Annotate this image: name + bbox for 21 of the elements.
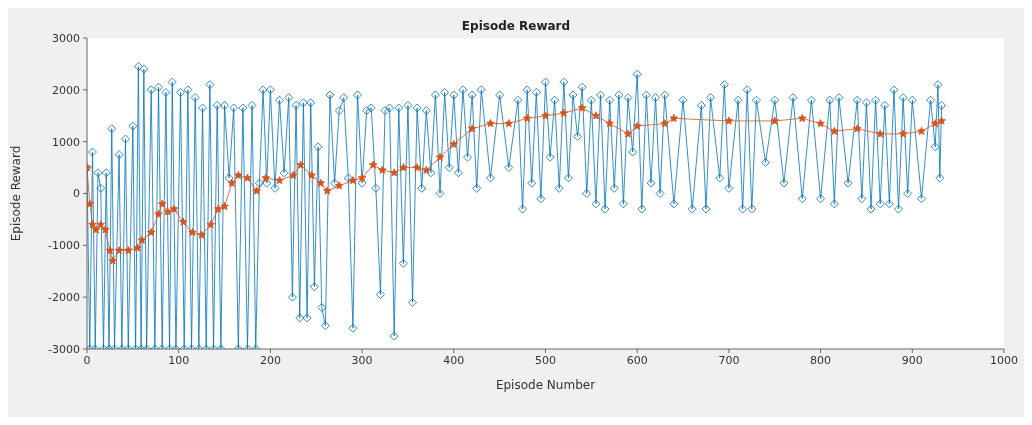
x-tick-label: 100 bbox=[168, 353, 190, 367]
y-tick-label: 3000 bbox=[52, 31, 80, 45]
y-axis-title: Episode Reward bbox=[9, 145, 24, 242]
x-tick-label: 600 bbox=[626, 353, 648, 367]
x-tick-label: 900 bbox=[901, 353, 923, 367]
x-axis-title: Episode Number bbox=[495, 378, 596, 392]
y-tick-label: 2000 bbox=[52, 83, 80, 97]
y-tick-label: -1000 bbox=[48, 239, 80, 253]
x-tick-label: 200 bbox=[259, 353, 281, 367]
x-tick-label: 300 bbox=[351, 353, 373, 367]
chart-title: Episode Reward bbox=[461, 19, 571, 33]
y-tick-label: 0 bbox=[73, 187, 80, 201]
x-tick-label: 700 bbox=[718, 353, 740, 367]
x-tick-label: 0 bbox=[83, 353, 91, 367]
y-tick-label: -3000 bbox=[48, 342, 80, 356]
y-tick-label: -2000 bbox=[48, 291, 80, 305]
y-tick-label: 1000 bbox=[52, 135, 80, 149]
x-tick-label: 1000 bbox=[990, 353, 1018, 367]
x-tick-label: 500 bbox=[535, 353, 556, 367]
x-tick-label: 400 bbox=[443, 353, 465, 367]
x-tick-label: 800 bbox=[810, 353, 832, 367]
